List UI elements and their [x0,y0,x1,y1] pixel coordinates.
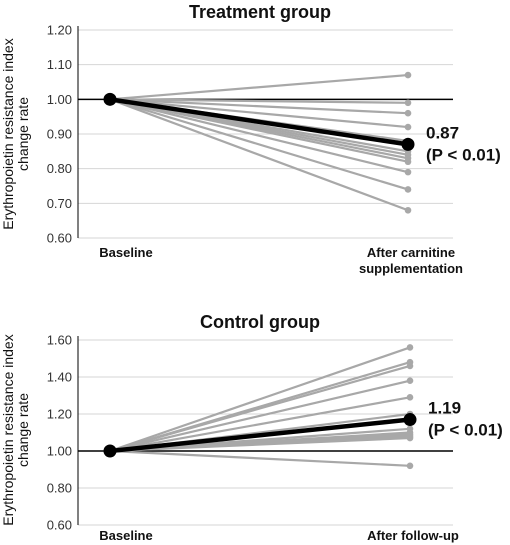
treatment-group-panel: 0.60 0.70 0.80 0.90 1.00 1.10 1.20 Treatment gr… [0,2,501,276]
individual-point [406,344,414,351]
mean-value-annotation: 1.19 [428,399,461,418]
individual-point [404,109,412,117]
control-group-panel: 0.60 0.80 1.00 1.20 1.40 1.60 Control group Ery… [0,312,503,543]
individual-line [109,73,409,101]
x-category-label: Baseline [99,528,152,543]
individual-point [406,377,414,385]
mean-point-after [403,413,417,427]
y-tick-label: 1.10 [47,57,72,72]
y-axis-label-line: Erythropoietin resistance index [0,38,16,229]
y-tick-label: 1.60 [47,333,72,348]
y-tick-label: 1.20 [47,23,72,38]
mean-point-after [401,137,415,151]
individual-point [406,434,414,442]
x-category-label-line: Baseline [99,528,152,543]
y-tick-label: 0.80 [47,481,72,496]
x-category-label-line: After carnitine [367,245,455,260]
individual-line [109,98,409,163]
y-axis-label: Erythropoietin resistance indexchange ra… [0,334,31,525]
y-tick-label: 0.60 [47,231,72,246]
y-axis-label-line: change rate [15,97,31,171]
y-tick-label: 0.80 [47,161,72,176]
y-tick-label: 0.70 [47,196,72,211]
individual-line [109,98,409,191]
y-axis-label-line: change rate [15,393,31,467]
p-value-annotation: (P < 0.01) [426,145,501,164]
x-category-label-line: supplementation [359,261,463,276]
y-tick-label: 1.00 [47,92,72,107]
individual-line [109,436,411,453]
y-tick-label: 0.90 [47,127,72,142]
individual-point [404,99,412,107]
y-tick-label: 1.00 [47,444,72,459]
individual-line [109,364,411,453]
mean-point-baseline [103,92,117,106]
individual-line [109,98,409,129]
x-category-label-line: Baseline [99,245,152,260]
y-axis-label-line: Erythropoietin resistance index [0,334,16,525]
individual-line [109,98,409,115]
individual-line [109,98,409,104]
x-category-label: After follow-up [367,528,459,543]
y-axis-label: Erythropoietin resistance indexchange ra… [0,38,31,229]
chart-title: Control group [200,312,320,332]
mean-value-annotation: 0.87 [426,123,459,142]
x-category-label: Baseline [99,245,152,260]
individual-point [404,186,412,193]
y-tick-label: 1.20 [47,407,72,422]
individual-line [109,379,411,453]
mean-line [109,417,411,454]
individual-line [109,98,409,174]
individual-point [404,168,412,176]
mean-point-baseline [103,444,117,458]
y-tick-label: 1.40 [47,370,72,385]
individual-line [109,98,409,212]
individual-line [109,449,411,467]
individual-point [406,362,414,370]
individual-line [109,396,411,453]
individual-point [406,394,414,401]
p-value-annotation: (P < 0.01) [428,421,503,440]
individual-point [404,71,412,79]
mean-line [109,97,409,147]
individual-point [404,123,412,131]
individual-point [404,206,412,214]
individual-point [406,462,414,470]
chart-title: Treatment group [189,2,331,22]
y-tick-label: 0.60 [47,518,72,533]
x-category-label-line: After follow-up [367,528,459,543]
individual-point [404,158,412,166]
individual-line [109,346,411,453]
x-category-label: After carnitine supplementation [359,245,463,276]
